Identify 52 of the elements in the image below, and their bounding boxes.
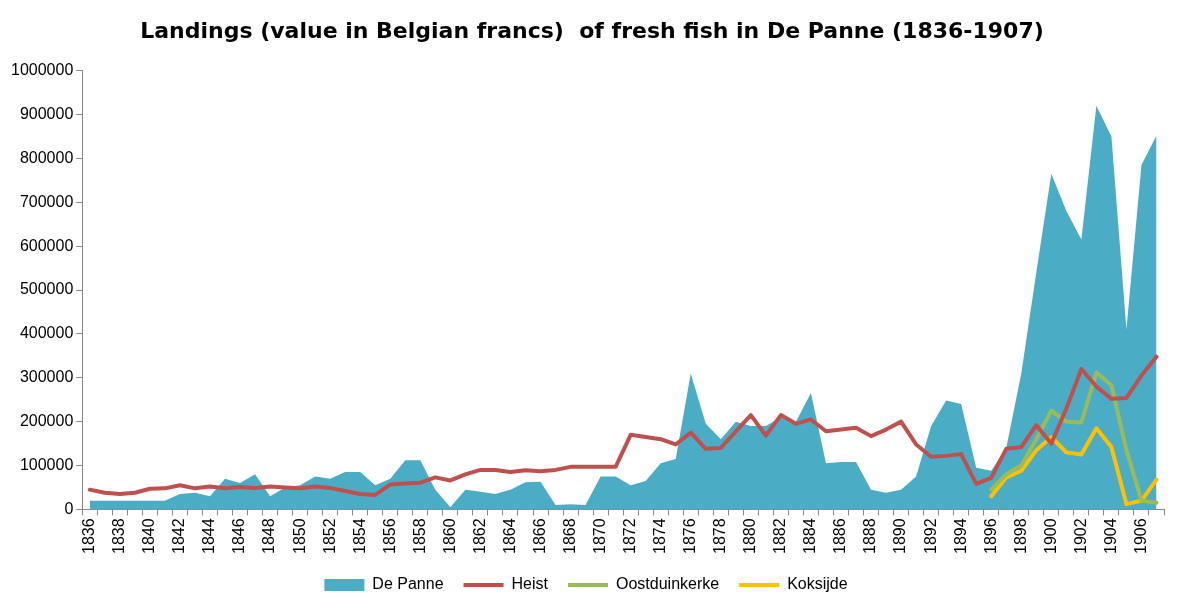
y-tick-label: 200000	[19, 412, 74, 430]
x-tick-label: 1838	[110, 518, 128, 554]
x-tick-label: 1882	[771, 518, 789, 554]
x-tick-label: 1870	[591, 518, 609, 554]
x-tick-label: 1884	[801, 518, 819, 554]
x-tick-label: 1902	[1071, 518, 1089, 554]
chart-title: Landings (value in Belgian francs) of fresh fish in De Panne (1836-1907)	[139, 18, 1045, 43]
x-tick-label: 1878	[711, 518, 729, 554]
legend-label: De Panne	[372, 575, 444, 593]
x-tick-label: 1848	[260, 518, 278, 554]
y-tick-label: 400000	[19, 324, 74, 342]
x-tick-label: 1852	[320, 518, 338, 554]
x-tick-label: 1860	[440, 518, 458, 554]
y-tick-label: 0	[64, 499, 74, 517]
x-tick-label: 1894	[951, 518, 969, 554]
x-tick-label: 1900	[1041, 518, 1059, 554]
x-tick-label: 1850	[290, 518, 308, 554]
x-tick-label: 1886	[831, 518, 849, 554]
x-tick-label: 1892	[921, 518, 939, 554]
y-tick-label: 700000	[19, 192, 74, 210]
x-tick-label: 1862	[470, 518, 488, 554]
x-tick-label: 1854	[350, 518, 368, 554]
x-tick-label: 1898	[1011, 518, 1029, 554]
x-tick-label: 1876	[681, 518, 699, 554]
x-tick-label: 1840	[140, 518, 158, 554]
y-tick-label: 100000	[19, 455, 74, 473]
x-tick-label: 1906	[1131, 518, 1149, 554]
x-tick-label: 1836	[80, 518, 98, 554]
x-tick-label: 1846	[230, 518, 248, 554]
y-tick-label: 600000	[19, 236, 74, 254]
x-tick-label: 1842	[170, 518, 188, 554]
x-tick-label: 1858	[410, 518, 428, 554]
y-tick-label: 1000000	[10, 61, 74, 79]
x-tick-label: 1874	[651, 518, 669, 554]
x-tick-label: 1866	[530, 518, 548, 554]
y-tick-label: 800000	[19, 148, 74, 166]
x-tick-label: 1888	[861, 518, 879, 554]
legend-label: Heist	[511, 575, 549, 593]
y-tick-label: 900000	[19, 104, 74, 122]
y-tick-label: 300000	[19, 368, 74, 386]
y-tick-label: 500000	[19, 280, 74, 298]
x-tick-label: 1868	[560, 518, 578, 554]
x-tick-label: 1856	[380, 518, 398, 554]
legend-label: Oostduinkerke	[615, 575, 720, 593]
x-tick-label: 1896	[981, 518, 999, 554]
x-tick-label: 1864	[500, 518, 518, 554]
x-tick-label: 1844	[200, 518, 218, 554]
legend-label: Koksijde	[787, 575, 848, 593]
x-tick-label: 1890	[891, 518, 909, 554]
x-tick-label: 1880	[741, 518, 759, 554]
x-tick-label: 1872	[621, 518, 639, 554]
x-tick-label: 1904	[1101, 518, 1119, 554]
